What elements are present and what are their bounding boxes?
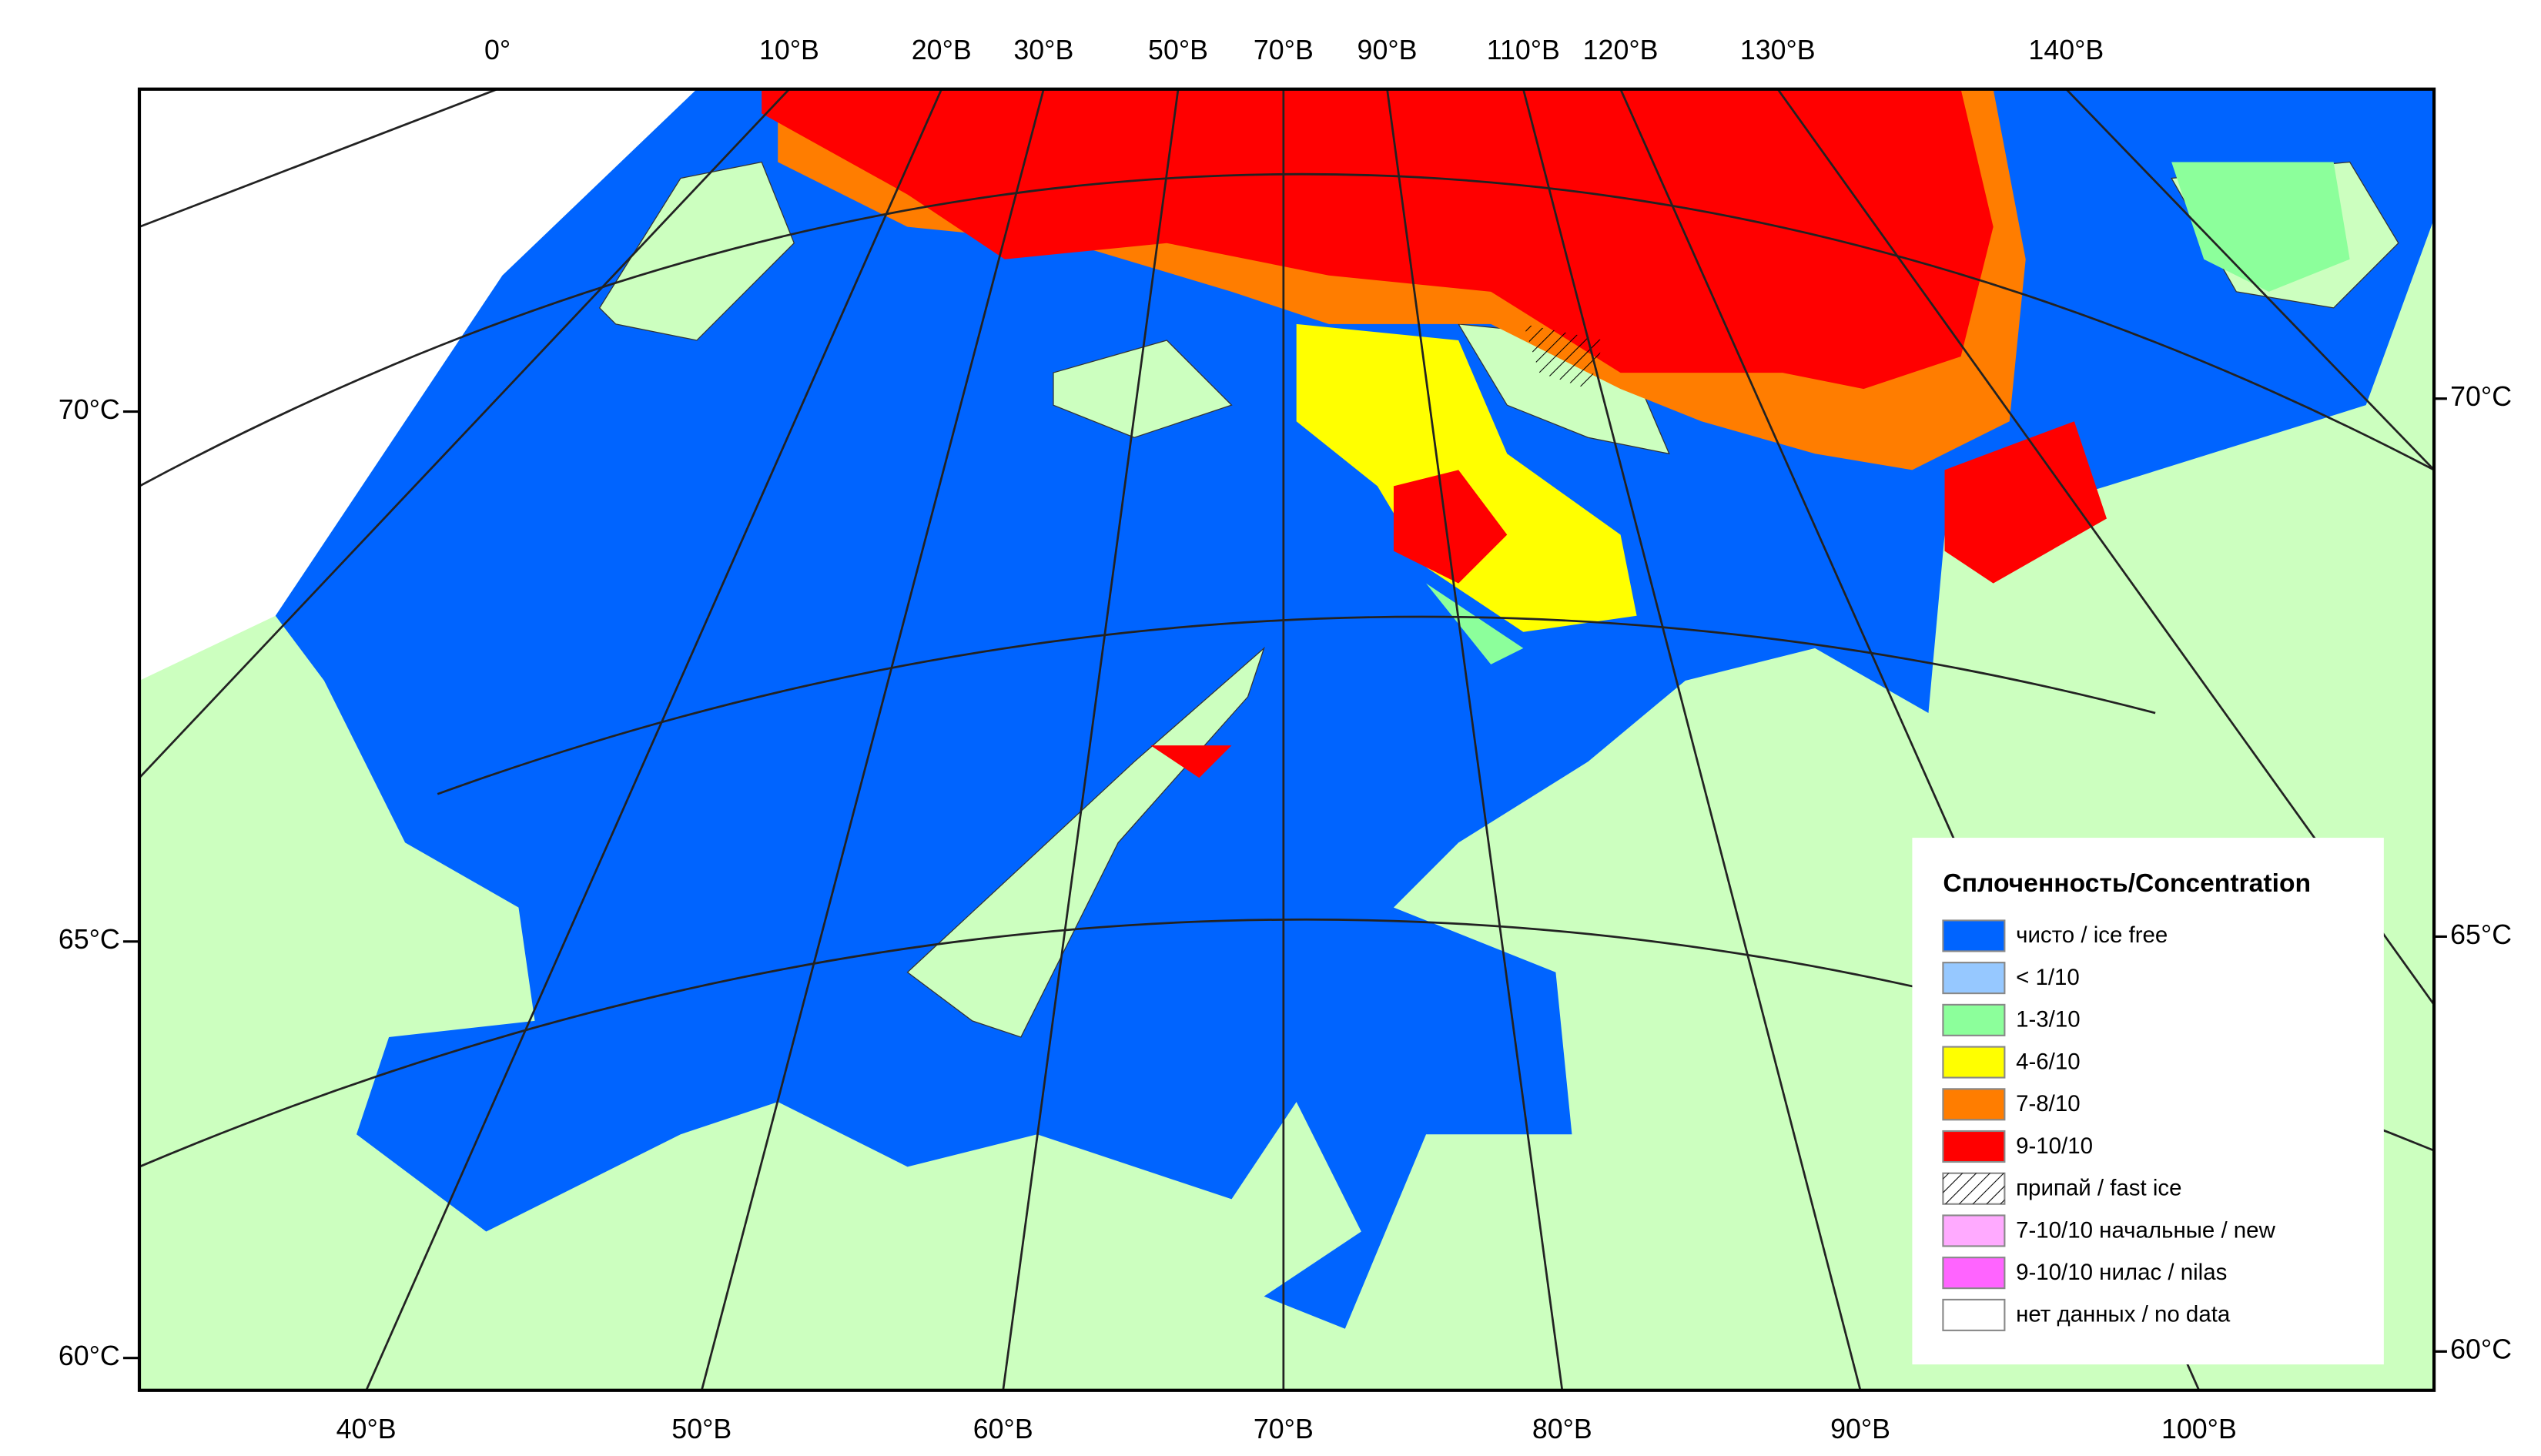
bottom-label: 40°В bbox=[336, 1414, 397, 1444]
graticule bbox=[139, 89, 2435, 1391]
bottom-label: 50°В bbox=[671, 1414, 732, 1444]
bottom-label: 80°В bbox=[1532, 1414, 1592, 1444]
legend-swatch bbox=[1942, 1130, 2006, 1163]
top-label: 50°В bbox=[1148, 35, 1208, 65]
top-label: 130°В bbox=[1740, 35, 1816, 65]
legend-title: Сплоченность/Concentration bbox=[1943, 869, 2311, 898]
right-label: 60°С bbox=[2450, 1334, 2512, 1365]
top-label: 90°В bbox=[1358, 35, 1418, 65]
legend-label: 4-6/10 bbox=[2016, 1049, 2081, 1074]
legend-swatch bbox=[1942, 1257, 2006, 1290]
legend-swatch bbox=[1942, 1088, 2006, 1121]
legend-label: 7-10/10 начальные / new bbox=[2016, 1217, 2275, 1243]
legend-label: 1-3/10 bbox=[2016, 1007, 2081, 1033]
top-label: 70°В bbox=[1254, 35, 1314, 65]
top-label: 20°В bbox=[912, 35, 972, 65]
bottom-label: 90°В bbox=[1830, 1414, 1890, 1444]
left-label: 65°С bbox=[59, 924, 120, 955]
ice-9-10-patches bbox=[1150, 421, 2107, 778]
left-label: 70°С bbox=[59, 394, 120, 425]
ice-1-3 bbox=[1426, 162, 2350, 664]
ice-9-10 bbox=[762, 89, 1994, 390]
ice-4-6 bbox=[1296, 323, 1637, 632]
top-label: 0° bbox=[484, 35, 511, 65]
legend-swatch bbox=[1942, 1046, 2006, 1079]
fast-ice bbox=[1523, 323, 1605, 390]
bottom-label: 70°В bbox=[1254, 1414, 1314, 1444]
bottom-label: 60°В bbox=[973, 1414, 1033, 1444]
legend-swatch bbox=[1942, 1298, 2006, 1331]
right-label: 65°С bbox=[2450, 919, 2512, 950]
legend-label: чисто / ice free bbox=[2016, 922, 2168, 948]
map-body bbox=[139, 89, 2435, 1391]
legend-swatch bbox=[1942, 962, 2006, 995]
right-label: 70°С bbox=[2450, 381, 2512, 412]
top-label: 120°В bbox=[1583, 35, 1659, 65]
legend-label: 7-8/10 bbox=[2016, 1091, 2081, 1116]
top-label: 140°В bbox=[2028, 35, 2104, 65]
top-label: 30°В bbox=[1013, 35, 1073, 65]
legend-hatch bbox=[1943, 1173, 2005, 1204]
map-frame bbox=[137, 87, 2436, 1392]
bottom-label: 100°В bbox=[2161, 1414, 2237, 1444]
legend-swatch bbox=[1942, 1214, 2006, 1247]
no-data-area bbox=[139, 89, 697, 681]
legend-label: припай / fast ice bbox=[2016, 1176, 2181, 1201]
top-label: 10°В bbox=[759, 35, 819, 65]
legend-label: нет данных / no data bbox=[2016, 1302, 2231, 1327]
legend-swatch bbox=[1942, 1003, 2006, 1036]
legend-label: 9-10/10 нилас / nilas bbox=[2016, 1260, 2227, 1285]
left-label: 60°С bbox=[59, 1341, 120, 1371]
top-label: 110°В bbox=[1487, 35, 1560, 65]
legend-label: 9-10/10 bbox=[2016, 1133, 2093, 1159]
legend-swatch bbox=[1942, 919, 2006, 952]
legend-label: < 1/10 bbox=[2016, 965, 2080, 990]
